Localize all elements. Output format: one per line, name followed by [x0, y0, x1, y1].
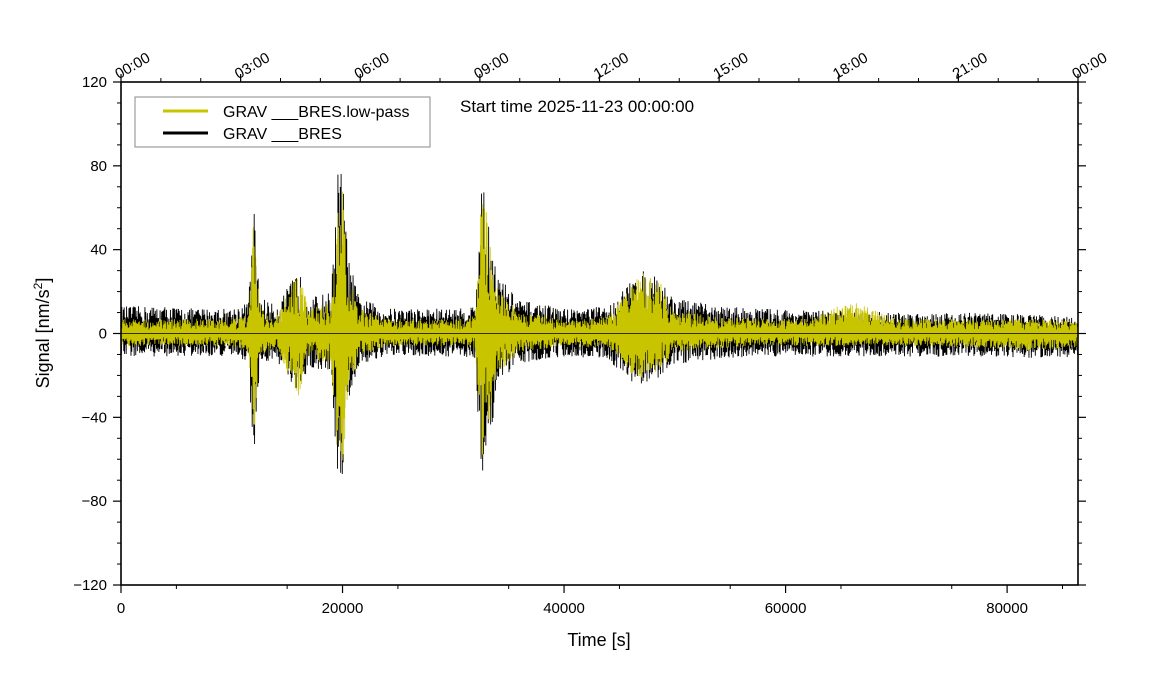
legend: GRAV ___BRES.low-pass GRAV ___BRES	[134, 96, 431, 148]
legend-label-raw: GRAV ___BRES	[223, 126, 342, 143]
legend-label-lowpass: GRAV ___BRES.low-pass	[223, 104, 409, 121]
top-time-label: 06:00	[351, 49, 392, 82]
x-tick-label: 0	[117, 600, 125, 617]
top-time-label: 12:00	[591, 49, 632, 82]
legend-box	[134, 96, 431, 148]
y-tick-label: −80	[82, 493, 107, 510]
top-time-label: 09:00	[471, 49, 512, 82]
y-tick-label: 0	[99, 326, 107, 343]
x-tick-label: 20000	[322, 600, 364, 617]
top-time-label: 00:00	[112, 49, 153, 82]
x-axis-label: Time [s]	[567, 630, 630, 650]
y-tick-label: −120	[73, 577, 107, 594]
y-tick-label: 80	[90, 158, 107, 175]
y-axis-label: Signal [nm/s2]	[31, 278, 53, 389]
axis-ticks	[113, 74, 1086, 593]
x-tick-label: 80000	[986, 600, 1028, 617]
top-time-label: 03:00	[232, 49, 273, 82]
top-time-label: 21:00	[950, 49, 991, 82]
y-tick-label: −40	[82, 409, 107, 426]
top-time-label: 15:00	[710, 49, 751, 82]
y-axis-label-main: Signal [nm/s	[33, 289, 53, 388]
x-tick-label: 60000	[765, 600, 807, 617]
y-tick-label: 40	[90, 242, 107, 259]
signal-traces	[120, 173, 1079, 475]
chart-title: Start time 2025-11-23 00:00:00	[460, 97, 694, 116]
y-axis-label-end: ]	[33, 278, 53, 283]
top-time-label: 00:00	[1069, 49, 1110, 82]
y-axis-label-superscript: 2	[31, 282, 45, 289]
x-tick-label: 40000	[543, 600, 585, 617]
series-trace-lowpass	[120, 191, 1079, 461]
y-tick-label: 120	[82, 74, 107, 91]
top-time-label: 18:00	[830, 49, 871, 82]
